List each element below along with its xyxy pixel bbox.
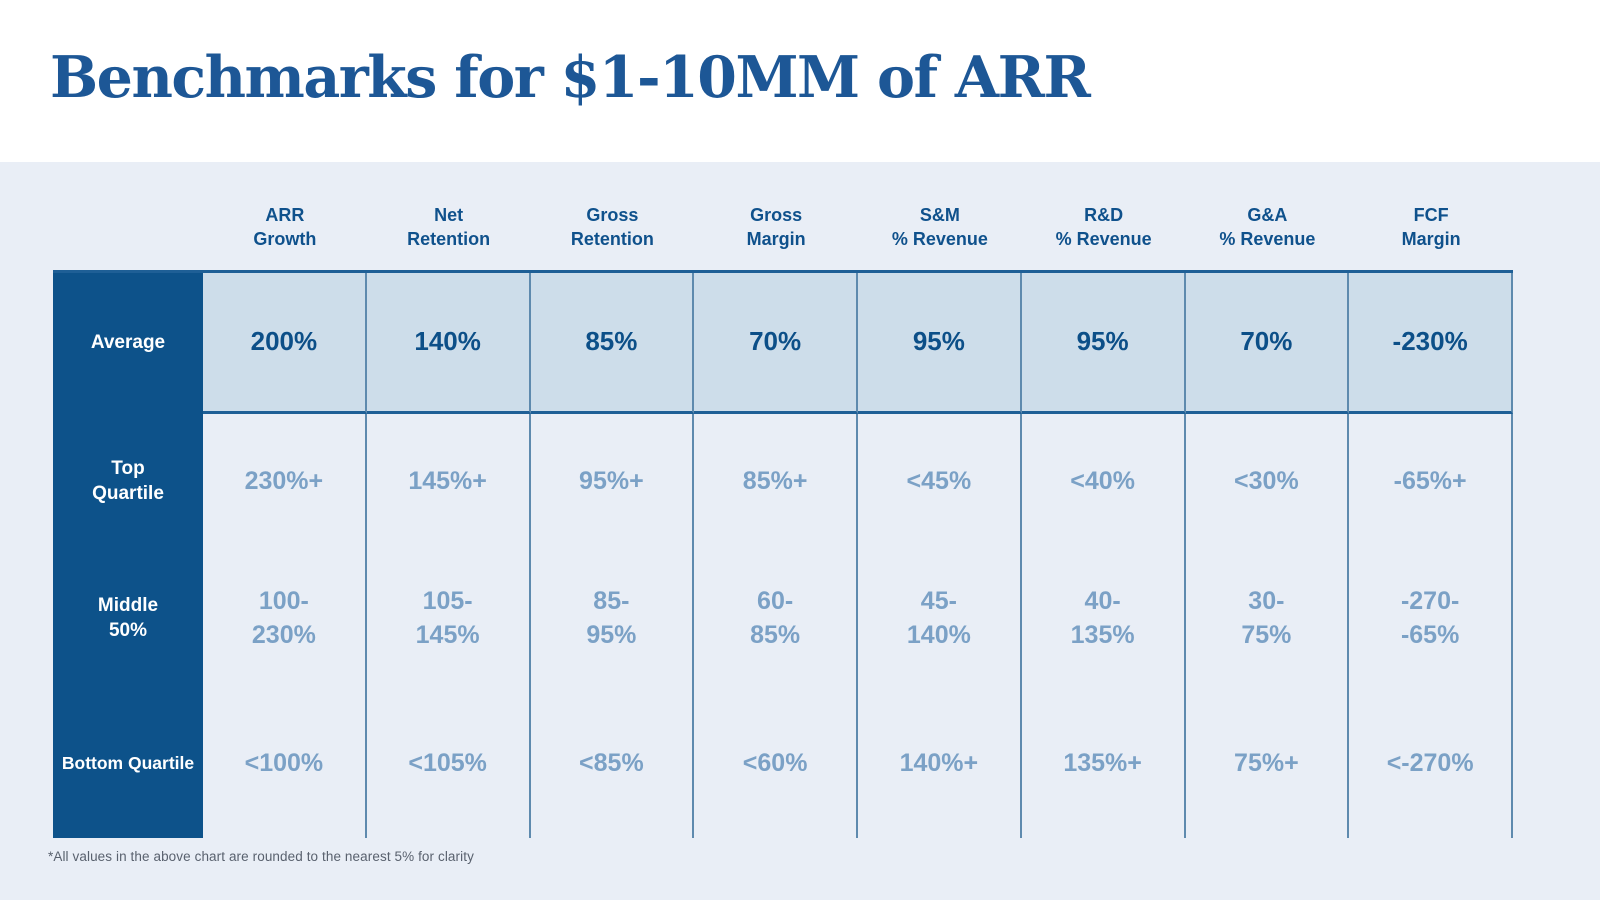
cell-bottom-quartile-fcf-margin: <-270% <box>1349 689 1513 838</box>
cell-bottom-quartile-sm-revenue: 140%+ <box>858 689 1022 838</box>
cell-top-quartile-sm-revenue: <45% <box>858 414 1022 549</box>
cell-bottom-quartile-rd-revenue: 135%+ <box>1022 689 1186 838</box>
cell-top-quartile-ga-revenue: <30% <box>1186 414 1350 549</box>
row-label-bottom-quartile: Bottom Quartile <box>53 689 203 838</box>
cell-top-quartile-arr-growth: 230%+ <box>203 414 367 549</box>
row-label-middle-50: Middle 50% <box>53 549 203 689</box>
column-header-sm-revenue: S&M % Revenue <box>891 204 988 249</box>
cell-top-quartile-rd-revenue: <40% <box>1022 414 1186 549</box>
page-title: Benchmarks for $1-10MM of ARR <box>50 44 1091 111</box>
cell-bottom-quartile-gross-retention: <85% <box>531 689 695 838</box>
cell-bottom-quartile-ga-revenue: 75%+ <box>1186 689 1350 838</box>
column-header-arr-growth: ARR Growth <box>253 204 317 249</box>
cell-middle-50-gross-retention: 85- 95% <box>531 549 695 689</box>
cell-top-quartile-gross-retention: 95%+ <box>531 414 695 549</box>
cell-average-net-retention: 140% <box>366 273 531 414</box>
cell-average-sm-revenue: 95% <box>858 273 1022 414</box>
cell-average-gross-retention: 85% <box>530 273 695 414</box>
corner-spacer <box>53 195 203 259</box>
column-header-net-retention: Net Retention <box>407 204 491 249</box>
cell-average-gross-margin: 70% <box>694 273 858 414</box>
cell-average-rd-revenue: 95% <box>1021 273 1186 414</box>
cell-average-arr-growth: 200% <box>203 273 367 414</box>
column-header-ga-revenue: G&A % Revenue <box>1219 204 1316 249</box>
cell-top-quartile-net-retention: 145%+ <box>367 414 531 549</box>
column-header-fcf-margin: FCF Margin <box>1401 204 1461 249</box>
cell-middle-50-fcf-margin: -270- -65% <box>1349 549 1513 689</box>
row-label-average: Average <box>53 273 203 414</box>
cell-middle-50-net-retention: 105- 145% <box>367 549 531 689</box>
cell-average-fcf-margin: -230% <box>1349 273 1513 414</box>
table-section: ARR Growth Net Retention Gross Retention… <box>0 162 1600 900</box>
column-headers-row: ARR Growth Net Retention Gross Retention… <box>53 195 1513 259</box>
column-header-rd-revenue: R&D % Revenue <box>1055 204 1152 249</box>
column-header-gross-retention: Gross Retention <box>570 204 654 249</box>
cell-bottom-quartile-gross-margin: <60% <box>694 689 858 838</box>
title-section: Benchmarks for $1-10MM of ARR <box>0 0 1600 162</box>
column-header-gross-margin: Gross Margin <box>746 204 806 249</box>
cell-top-quartile-fcf-margin: -65%+ <box>1349 414 1513 549</box>
benchmark-table: Average 200% 140% 85% 70% 95% 95% 70% -2… <box>53 270 1513 838</box>
cell-average-ga-revenue: 70% <box>1185 273 1350 414</box>
cell-bottom-quartile-arr-growth: <100% <box>203 689 367 838</box>
cell-middle-50-rd-revenue: 40- 135% <box>1022 549 1186 689</box>
cell-middle-50-gross-margin: 60- 85% <box>694 549 858 689</box>
cell-middle-50-ga-revenue: 30- 75% <box>1186 549 1350 689</box>
benchmark-grid: ARR Growth Net Retention Gross Retention… <box>53 195 1513 838</box>
cell-middle-50-sm-revenue: 45- 140% <box>858 549 1022 689</box>
cell-bottom-quartile-net-retention: <105% <box>367 689 531 838</box>
footnote: *All values in the above chart are round… <box>48 849 474 864</box>
row-label-top-quartile: Top Quartile <box>53 414 203 549</box>
cell-middle-50-arr-growth: 100- 230% <box>203 549 367 689</box>
cell-top-quartile-gross-margin: 85%+ <box>694 414 858 549</box>
